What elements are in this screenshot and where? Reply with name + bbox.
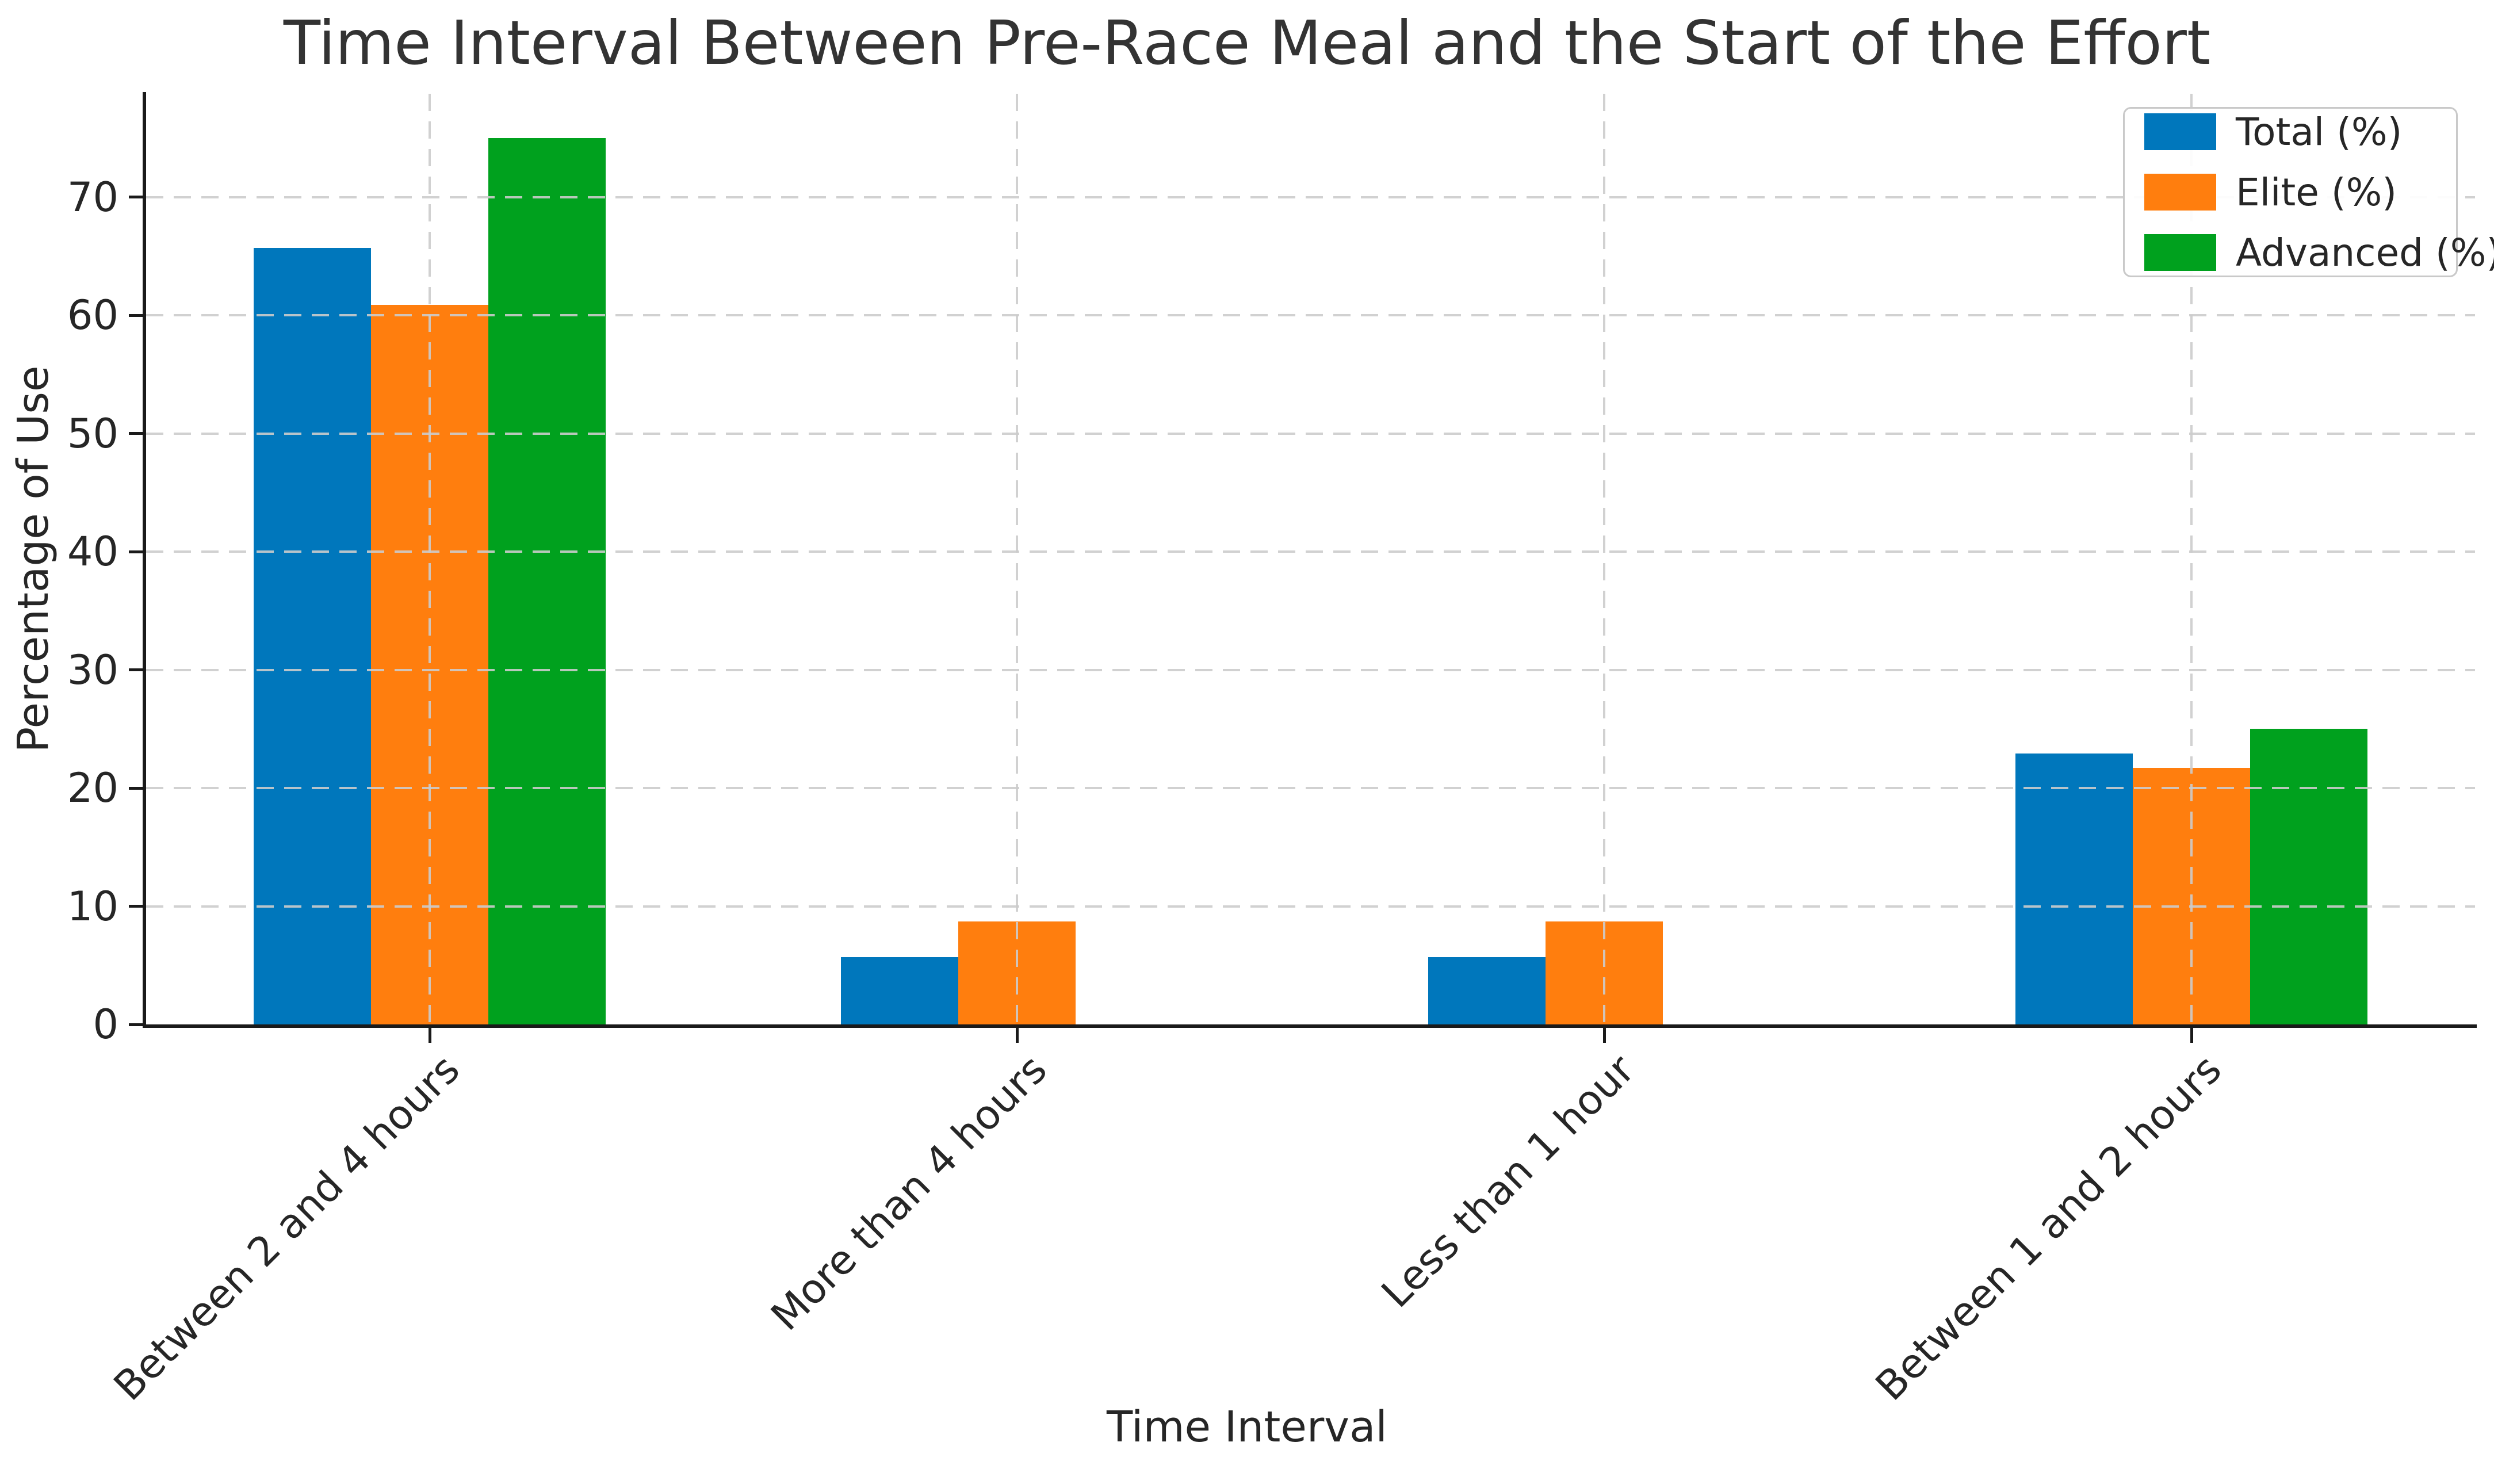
legend-item: Total (%) bbox=[2144, 110, 2436, 154]
y-tick-label: 50 bbox=[67, 410, 118, 457]
gridline-h bbox=[146, 905, 2475, 908]
x-tick bbox=[1603, 1028, 1606, 1043]
x-tick bbox=[2190, 1028, 2193, 1043]
x-axis-title: Time Interval bbox=[1106, 1402, 1387, 1452]
gridline-h bbox=[146, 196, 2475, 198]
y-tick bbox=[129, 314, 144, 317]
legend-label: Advanced (%) bbox=[2236, 230, 2494, 275]
x-tick-label: Between 1 and 2 hours bbox=[1866, 1046, 2231, 1410]
gridline-h bbox=[146, 669, 2475, 671]
legend-label: Elite (%) bbox=[2236, 170, 2397, 215]
x-tick-label: Between 2 and 4 hours bbox=[105, 1046, 469, 1410]
y-tick-label: 30 bbox=[67, 647, 118, 694]
y-tick-label: 70 bbox=[67, 174, 118, 221]
gridline-h bbox=[146, 314, 2475, 316]
x-tick-label: More than 4 hours bbox=[762, 1046, 1056, 1340]
y-axis-spine bbox=[143, 92, 146, 1028]
y-tick bbox=[129, 1023, 144, 1026]
y-tick bbox=[129, 550, 144, 553]
y-tick-label: 60 bbox=[67, 292, 118, 339]
legend-swatch-total bbox=[2144, 113, 2216, 150]
legend-label: Total (%) bbox=[2236, 109, 2403, 154]
legend-swatch-advanced bbox=[2144, 234, 2216, 271]
gridline-v bbox=[429, 94, 431, 1024]
y-tick bbox=[129, 787, 144, 790]
chart-title: Time Interval Between Pre-Race Meal and … bbox=[283, 8, 2211, 78]
gridline-h bbox=[146, 550, 2475, 553]
x-tick bbox=[429, 1028, 431, 1043]
x-tick bbox=[1016, 1028, 1019, 1043]
x-axis-spine bbox=[143, 1024, 2477, 1028]
y-tick bbox=[129, 196, 144, 198]
gridline-v bbox=[1016, 94, 1018, 1024]
bar-total bbox=[1428, 957, 1546, 1024]
bar-total bbox=[254, 248, 371, 1024]
x-tick-label: Less than 1 hour bbox=[1372, 1046, 1643, 1317]
y-tick bbox=[129, 432, 144, 435]
bar-advanced bbox=[2250, 729, 2367, 1024]
bar-advanced bbox=[488, 138, 606, 1024]
legend-item: Elite (%) bbox=[2144, 170, 2436, 215]
y-tick bbox=[129, 668, 144, 671]
y-tick-label: 10 bbox=[67, 883, 118, 930]
y-tick-label: 40 bbox=[67, 528, 118, 575]
y-tick bbox=[129, 905, 144, 908]
legend: Total (%) Elite (%) Advanced (%) bbox=[2123, 107, 2494, 277]
plot-area bbox=[146, 94, 2475, 1024]
gridline-h bbox=[146, 433, 2475, 435]
y-tick-label: 0 bbox=[93, 1001, 118, 1048]
gridline-v bbox=[2190, 94, 2193, 1024]
legend-item: Advanced (%) bbox=[2144, 231, 2494, 275]
y-tick-label: 20 bbox=[67, 764, 118, 812]
bar-total bbox=[841, 957, 958, 1024]
legend-swatch-elite bbox=[2144, 174, 2216, 211]
bar-total bbox=[2015, 754, 2133, 1024]
gridline-h bbox=[146, 787, 2475, 789]
gridline-v bbox=[1603, 94, 1605, 1024]
